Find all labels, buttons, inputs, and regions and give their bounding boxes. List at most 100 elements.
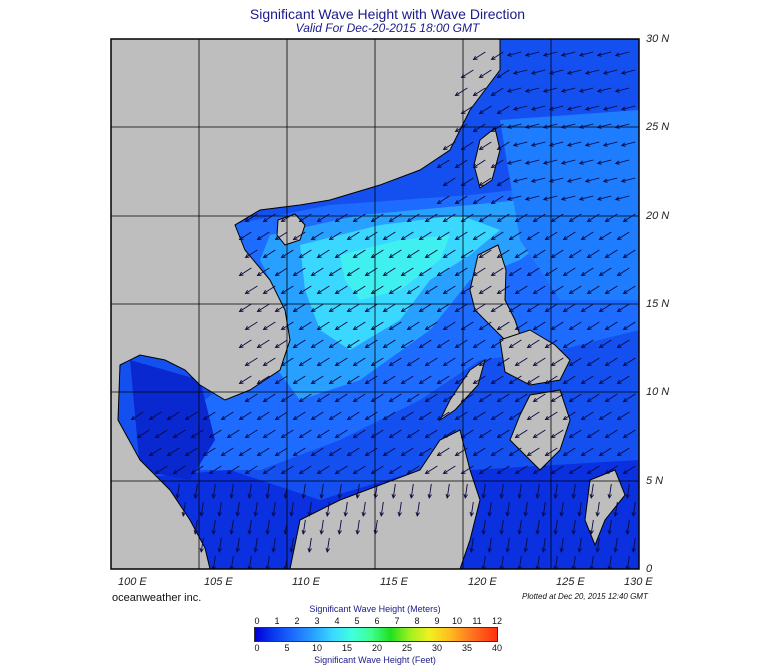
wave-arrow-355 (491, 411, 504, 420)
wave-arrow-174 (509, 267, 522, 276)
wave-arrow-head-46 (578, 124, 584, 129)
wave-arrow-head-310 (580, 379, 586, 385)
wave-arrow-15 (567, 69, 582, 74)
wave-arrow-head-206 (292, 307, 298, 313)
wave-arrow-head-169 (418, 271, 424, 277)
wave-arrow-head-179 (598, 271, 604, 277)
wave-arrow-head-69 (596, 160, 602, 165)
wave-arrow-head-184 (298, 289, 304, 295)
wave-arrow-head-365 (172, 433, 178, 439)
wave-arrow-head-119 (310, 235, 316, 241)
wave-arrow-head-466 (553, 493, 558, 499)
wave-arrow-72 (461, 177, 474, 186)
wave-arrow-544 (590, 555, 594, 569)
wave-arrow-94 (263, 213, 276, 222)
wave-arrow-170 (437, 267, 450, 276)
wave-arrow-222 (581, 303, 594, 312)
wave-arrow-head-404 (382, 451, 388, 457)
wave-arrow-head-63 (490, 163, 496, 169)
wave-arrow-421 (209, 465, 222, 474)
wave-arrow-head-99 (352, 217, 358, 223)
wave-arrow-247 (239, 339, 252, 348)
wave-arrow-head-202 (622, 289, 628, 295)
wave-arrow-head-532 (631, 547, 636, 553)
wave-arrow-head-436 (478, 469, 484, 475)
wave-arrow-528 (560, 537, 564, 552)
wave-arrow-head-182 (262, 289, 268, 295)
wave-arrow-head-475 (253, 511, 258, 517)
wave-arrow-head-266 (580, 343, 586, 349)
wave-arrow-head-469 (607, 493, 612, 499)
wave-arrow-40 (473, 123, 486, 132)
wave-arrow-head-474 (235, 511, 240, 517)
wave-arrow-5 (561, 51, 576, 56)
wave-arrow-head-478 (307, 511, 312, 517)
wave-arrow-head-110 (550, 217, 556, 223)
wave-arrow-10 (479, 69, 492, 78)
wave-arrow-head-524 (487, 547, 492, 553)
wave-arrow-128 (473, 231, 486, 240)
wave-arrow-head-51 (478, 145, 484, 151)
wave-arrow-head-488 (523, 511, 528, 517)
wave-arrow-head-435 (460, 469, 466, 475)
wave-arrow-head-254 (364, 343, 370, 349)
wave-arrow-48 (615, 123, 630, 128)
wave-arrow-494 (632, 501, 636, 516)
wave-arrow-159 (239, 267, 252, 276)
wave-arrow-323 (425, 393, 438, 402)
wave-arrow-206 (293, 303, 306, 312)
wave-arrow-head-264 (544, 343, 550, 349)
wave-arrow-290 (623, 357, 636, 366)
wave-arrow-49 (443, 141, 456, 150)
wave-arrow-head-281 (460, 361, 466, 367)
wave-arrow-184 (299, 285, 312, 294)
wave-arrow-head-511 (571, 529, 576, 535)
wave-arrow-head-398 (274, 451, 280, 457)
wave-arrow-337 (167, 411, 180, 420)
wave-arrow-head-130 (508, 235, 514, 241)
wave-arrow-103 (425, 213, 438, 222)
wave-arrow-480 (344, 501, 348, 516)
wave-arrow-head-132 (544, 235, 550, 241)
wave-arrow-278 (407, 357, 420, 366)
wave-arrow-head-540 (517, 565, 522, 569)
wave-arrow-head-201 (604, 289, 610, 295)
wave-arrow-84 (473, 195, 486, 204)
wave-arrow-head-333 (604, 397, 610, 403)
wave-arrow-350 (401, 411, 414, 420)
wave-arrow-head-327 (496, 397, 502, 403)
wave-arrow-506 (482, 519, 486, 534)
wave-arrow-head-454 (337, 493, 342, 499)
wave-arrow-head-342 (256, 415, 262, 421)
wave-arrow-129 (491, 231, 504, 240)
wave-arrow-249 (275, 339, 288, 348)
wave-arrow-head-285 (532, 361, 538, 367)
wave-arrow-240 (515, 321, 528, 330)
wave-arrow-406 (419, 447, 432, 456)
wave-arrow-head-19 (454, 91, 460, 97)
wave-arrow-109 (533, 213, 546, 222)
wave-arrow-347 (347, 411, 360, 420)
wave-arrow-331 (569, 393, 582, 402)
wave-arrow-302 (437, 375, 450, 384)
wave-arrow-head-421 (208, 469, 214, 475)
wave-arrow-20 (473, 87, 486, 96)
wave-arrow-42 (507, 123, 522, 128)
wave-arrow-400 (311, 447, 324, 456)
wave-arrow-head-463 (499, 493, 504, 499)
wave-arrow-66 (543, 159, 558, 164)
wave-arrow-head-503 (337, 529, 342, 535)
wave-arrow-0 (473, 51, 486, 60)
wave-arrow-head-470 (625, 493, 630, 499)
wave-arrow-304 (473, 375, 486, 384)
wave-arrow-332 (587, 393, 600, 402)
wave-arrow-132 (545, 231, 558, 240)
wave-arrow-head-403 (364, 451, 370, 457)
wave-arrow-293 (275, 375, 288, 384)
cb-tick-f-5: 5 (284, 643, 290, 653)
wave-arrow-head-292 (256, 379, 262, 385)
cb-tick-f-0: 0 (254, 643, 260, 653)
wave-arrow-head-357 (526, 415, 532, 421)
wave-arrow-190 (407, 285, 420, 294)
wave-arrow-147 (425, 249, 438, 258)
